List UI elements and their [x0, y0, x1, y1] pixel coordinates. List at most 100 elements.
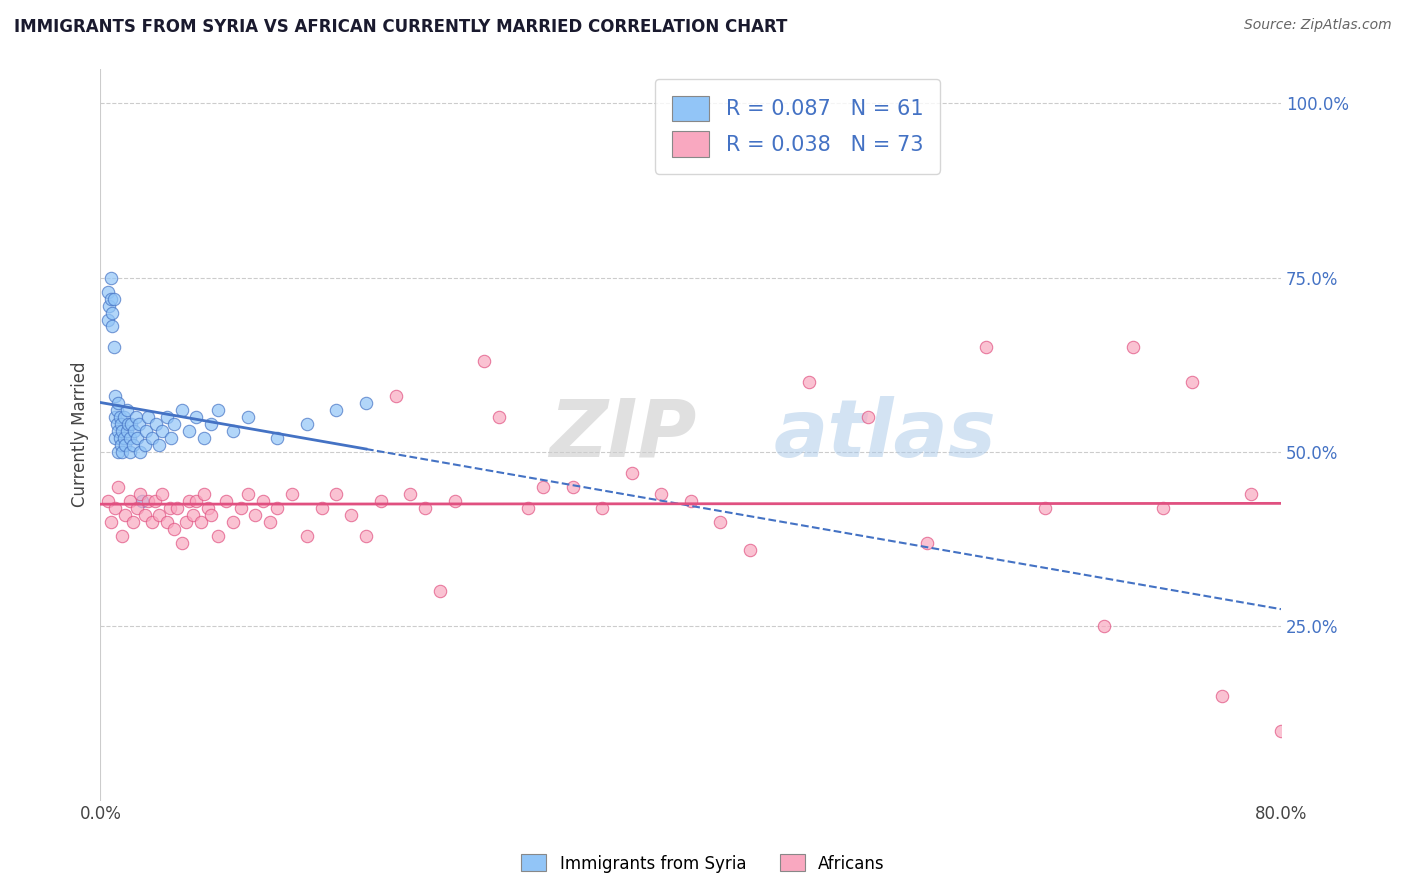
Point	[429, 584, 451, 599]
Point	[399, 487, 422, 501]
Point	[156, 410, 179, 425]
Point	[141, 431, 163, 445]
Point	[129, 487, 152, 501]
Point	[156, 515, 179, 529]
Point	[186, 410, 208, 425]
Text: atlas: atlas	[773, 395, 995, 474]
Point	[104, 389, 127, 403]
Point	[295, 417, 318, 431]
Point	[170, 535, 193, 549]
Point	[1240, 487, 1263, 501]
Point	[709, 515, 731, 529]
Point	[100, 270, 122, 285]
Point	[222, 424, 245, 438]
Point	[295, 529, 318, 543]
Text: ZIP: ZIP	[548, 395, 696, 474]
Point	[738, 542, 761, 557]
Point	[561, 480, 583, 494]
Point	[136, 410, 159, 425]
Point	[131, 493, 153, 508]
Point	[115, 403, 138, 417]
Point	[101, 305, 124, 319]
Point	[150, 487, 173, 501]
Point	[163, 417, 186, 431]
Point	[163, 522, 186, 536]
Point	[1211, 689, 1233, 703]
Point	[190, 515, 212, 529]
Point	[135, 424, 157, 438]
Point	[104, 410, 127, 425]
Point	[177, 424, 200, 438]
Point	[97, 312, 120, 326]
Point	[177, 493, 200, 508]
Point	[148, 438, 170, 452]
Point	[856, 410, 879, 425]
Point	[134, 438, 156, 452]
Point	[134, 508, 156, 522]
Point	[108, 410, 131, 425]
Point	[145, 417, 167, 431]
Point	[121, 515, 143, 529]
Point	[679, 493, 702, 508]
Point	[311, 500, 333, 515]
Point	[197, 500, 219, 515]
Point	[1270, 723, 1292, 738]
Point	[166, 500, 188, 515]
Point	[1181, 376, 1204, 390]
Point	[110, 417, 132, 431]
Point	[112, 410, 135, 425]
Point	[222, 515, 245, 529]
Point	[118, 431, 141, 445]
Legend: R = 0.087   N = 61, R = 0.038   N = 73: R = 0.087 N = 61, R = 0.038 N = 73	[655, 78, 941, 174]
Point	[236, 487, 259, 501]
Point	[325, 403, 347, 417]
Point	[104, 431, 127, 445]
Point	[124, 424, 146, 438]
Point	[98, 299, 121, 313]
Point	[108, 431, 131, 445]
Point	[107, 424, 129, 438]
Point	[413, 500, 436, 515]
Point	[150, 424, 173, 438]
Point	[340, 508, 363, 522]
Point	[266, 500, 288, 515]
Point	[105, 403, 128, 417]
Point	[118, 493, 141, 508]
Point	[488, 410, 510, 425]
Point	[160, 431, 183, 445]
Point	[174, 515, 197, 529]
Point	[1033, 500, 1056, 515]
Point	[111, 445, 134, 459]
Point	[354, 529, 377, 543]
Point	[974, 340, 997, 354]
Point	[110, 438, 132, 452]
Point	[266, 431, 288, 445]
Point	[100, 515, 122, 529]
Point	[129, 445, 152, 459]
Point	[125, 410, 148, 425]
Point	[200, 417, 222, 431]
Point	[229, 500, 252, 515]
Point	[215, 493, 238, 508]
Point	[245, 508, 267, 522]
Point	[127, 431, 149, 445]
Point	[141, 515, 163, 529]
Point	[1122, 340, 1144, 354]
Point	[443, 493, 465, 508]
Point	[170, 403, 193, 417]
Text: IMMIGRANTS FROM SYRIA VS AFRICAN CURRENTLY MARRIED CORRELATION CHART: IMMIGRANTS FROM SYRIA VS AFRICAN CURRENT…	[14, 18, 787, 36]
Point	[103, 292, 125, 306]
Point	[181, 508, 204, 522]
Point	[115, 424, 138, 438]
Point	[101, 319, 124, 334]
Point	[148, 508, 170, 522]
Point	[128, 417, 150, 431]
Text: Source: ZipAtlas.com: Source: ZipAtlas.com	[1244, 18, 1392, 32]
Point	[159, 500, 181, 515]
Point	[120, 417, 142, 431]
Point	[207, 529, 229, 543]
Point	[591, 500, 613, 515]
Point	[384, 389, 406, 403]
Point	[281, 487, 304, 501]
Point	[207, 403, 229, 417]
